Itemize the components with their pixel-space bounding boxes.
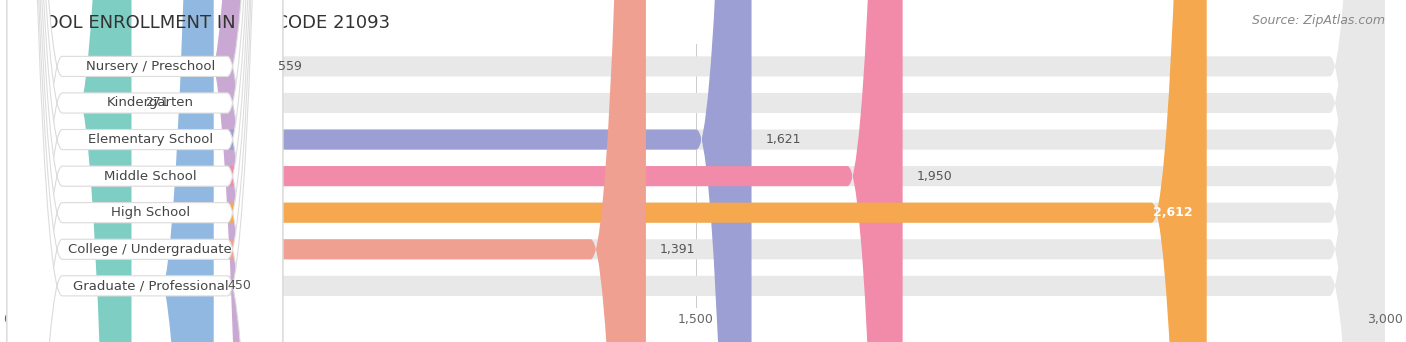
Text: Middle School: Middle School — [104, 170, 197, 183]
Text: College / Undergraduate: College / Undergraduate — [69, 243, 232, 256]
Text: 1,950: 1,950 — [917, 170, 952, 183]
Text: Kindergarten: Kindergarten — [107, 96, 194, 109]
FancyBboxPatch shape — [7, 0, 283, 342]
FancyBboxPatch shape — [7, 0, 1385, 342]
FancyBboxPatch shape — [7, 0, 1385, 342]
FancyBboxPatch shape — [7, 0, 752, 342]
Text: Source: ZipAtlas.com: Source: ZipAtlas.com — [1251, 14, 1385, 27]
Text: 450: 450 — [228, 279, 252, 292]
FancyBboxPatch shape — [7, 0, 1385, 342]
FancyBboxPatch shape — [7, 0, 1385, 342]
Text: Nursery / Preschool: Nursery / Preschool — [86, 60, 215, 73]
FancyBboxPatch shape — [7, 0, 645, 342]
Text: 1,391: 1,391 — [659, 243, 695, 256]
FancyBboxPatch shape — [7, 0, 283, 342]
FancyBboxPatch shape — [7, 0, 214, 342]
FancyBboxPatch shape — [7, 0, 283, 342]
FancyBboxPatch shape — [7, 0, 283, 342]
FancyBboxPatch shape — [7, 0, 1385, 342]
FancyBboxPatch shape — [7, 0, 283, 342]
FancyBboxPatch shape — [7, 0, 283, 342]
FancyBboxPatch shape — [7, 0, 1385, 342]
Text: 1,621: 1,621 — [765, 133, 801, 146]
Text: Graduate / Professional: Graduate / Professional — [73, 279, 228, 292]
Text: Elementary School: Elementary School — [87, 133, 212, 146]
FancyBboxPatch shape — [7, 0, 1385, 342]
FancyBboxPatch shape — [7, 0, 1206, 342]
FancyBboxPatch shape — [7, 0, 283, 342]
FancyBboxPatch shape — [7, 0, 903, 342]
Text: 559: 559 — [277, 60, 301, 73]
Text: High School: High School — [111, 206, 190, 219]
Text: SCHOOL ENROLLMENT IN ZIP CODE 21093: SCHOOL ENROLLMENT IN ZIP CODE 21093 — [7, 14, 389, 32]
Text: 271: 271 — [145, 96, 169, 109]
FancyBboxPatch shape — [7, 0, 264, 342]
FancyBboxPatch shape — [7, 0, 132, 342]
Text: 2,612: 2,612 — [1153, 206, 1192, 219]
